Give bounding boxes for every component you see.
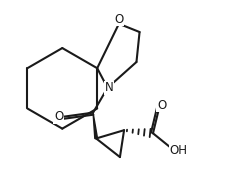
- Text: N: N: [105, 81, 113, 94]
- Text: OH: OH: [170, 144, 188, 157]
- Text: O: O: [114, 13, 123, 26]
- Polygon shape: [93, 113, 98, 139]
- Text: O: O: [54, 110, 63, 123]
- Text: O: O: [157, 99, 166, 112]
